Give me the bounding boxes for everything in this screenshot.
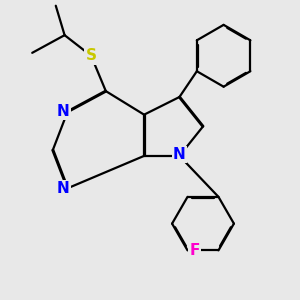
Text: N: N	[57, 104, 70, 119]
Text: N: N	[57, 181, 70, 196]
Text: S: S	[85, 48, 97, 63]
Text: N: N	[173, 147, 186, 162]
Text: F: F	[190, 243, 200, 258]
